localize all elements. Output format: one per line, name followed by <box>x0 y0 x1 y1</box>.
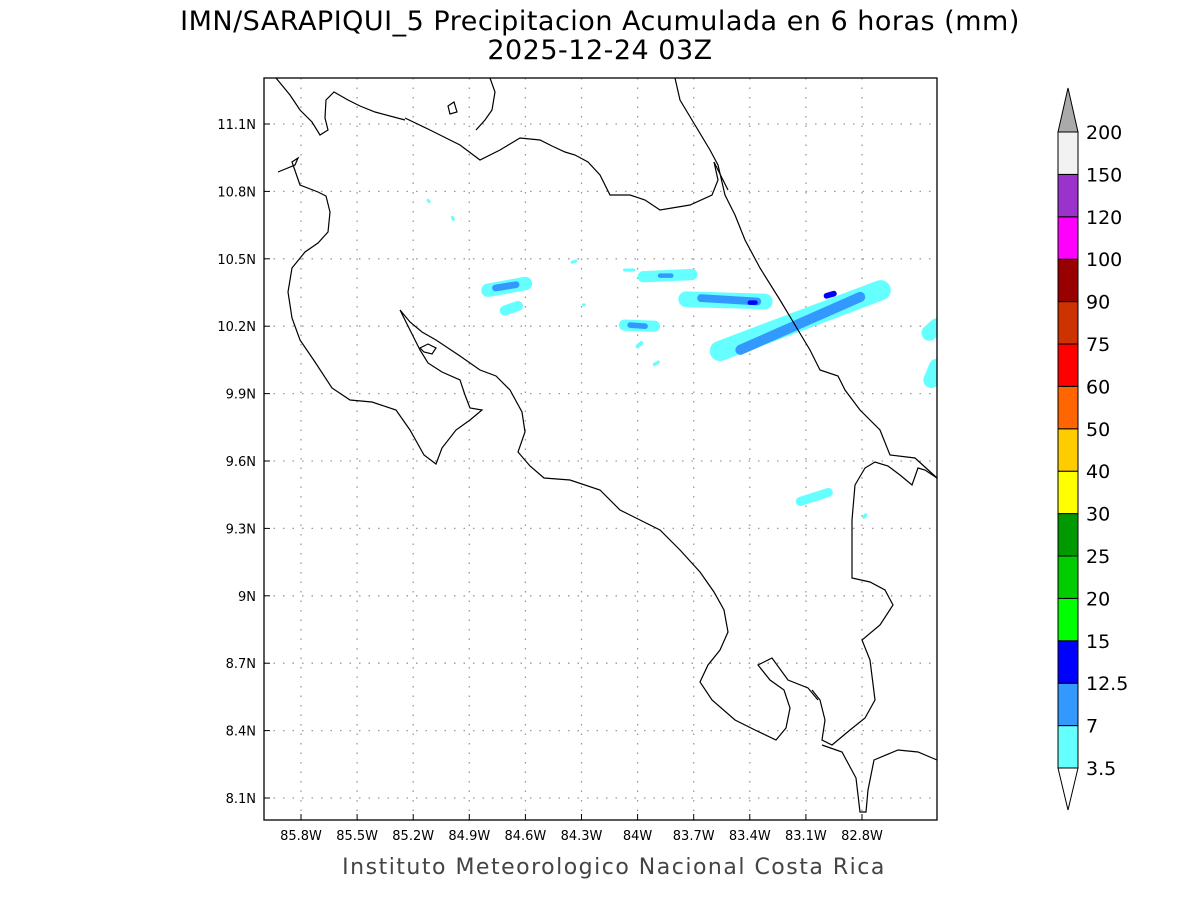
precipitation-fields <box>426 198 937 519</box>
colorbar-label: 7 <box>1086 716 1098 738</box>
x-tick-label: 83.7W <box>673 829 715 844</box>
chart-subtitle: 2025-12-24 03Z <box>487 35 713 66</box>
y-tick-label: 10.2N <box>217 320 256 335</box>
colorbar-segment <box>1057 555 1079 599</box>
coastlines <box>275 77 938 813</box>
grid-lines <box>264 78 937 820</box>
y-tick-label: 9.9N <box>226 388 256 403</box>
lake-islet <box>447 101 458 115</box>
x-tick-label: 85.2W <box>392 829 434 844</box>
colorbar-segment <box>1057 597 1079 642</box>
colorbar-segment <box>1057 385 1079 430</box>
precip-area <box>499 300 523 316</box>
nicaragua-lake-shore <box>475 77 496 131</box>
x-tick-label: 83.4W <box>729 829 771 844</box>
colorbar-segment <box>1057 131 1079 175</box>
y-tick-label: 8.1N <box>226 792 256 807</box>
precip-layer <box>426 198 937 519</box>
y-tick-label: 10.8N <box>217 185 256 200</box>
chart-title: IMN/SARAPIQUI_5 Precipitacion Acumulada … <box>180 6 1020 37</box>
precip-area <box>492 281 520 292</box>
colorbar-legend: 3.5 7 12.5 15 20 25 30 40 50 60 75 90 100 120 150 200 <box>1057 87 1128 811</box>
colorbar-label: 30 <box>1086 504 1110 526</box>
nicaragua-border <box>404 117 729 211</box>
colorbar-label: 150 <box>1086 164 1122 186</box>
precip-area <box>697 294 762 306</box>
x-tick-label: 84.6W <box>504 829 546 844</box>
colorbar-label: 60 <box>1086 376 1110 398</box>
colorbar-label: 120 <box>1086 207 1122 229</box>
colorbar-segment <box>1057 640 1079 684</box>
x-tick-label: 84W <box>623 829 653 844</box>
x-tick-label: 82.8W <box>841 829 883 844</box>
precip-area <box>923 358 937 388</box>
y-tick-label: 9.3N <box>226 522 256 537</box>
colorbar-under-triangle <box>1057 767 1079 811</box>
y-tick-label: 10.5N <box>217 253 256 268</box>
colorbar-segment <box>1057 216 1079 260</box>
colorbar-segment <box>1057 470 1079 515</box>
y-tick-label: 9N <box>238 590 256 605</box>
precip-area <box>823 290 837 299</box>
colorbar-label: 3.5 <box>1086 758 1116 780</box>
precip-area <box>635 341 644 349</box>
precip-area <box>570 259 578 264</box>
y-tick-label: 8.4N <box>226 725 256 740</box>
y-tick-label: 8.7N <box>226 657 256 672</box>
colorbar-label: 25 <box>1086 546 1110 568</box>
colorbar-label: 20 <box>1086 588 1110 610</box>
burica-coast <box>821 744 938 813</box>
precip-area <box>627 322 648 330</box>
y-tick-label: 9.6N <box>226 455 256 470</box>
x-tick-label: 83.1W <box>785 829 827 844</box>
colorbar-label: 90 <box>1086 292 1110 314</box>
colorbar-segment <box>1057 682 1079 727</box>
x-axis-ticks: 85.8W 85.5W 85.2W 84.9W 84.6W 84.3W 84W 83.7W 83… <box>280 814 883 844</box>
precip-area <box>652 360 660 367</box>
colorbar-label: 40 <box>1086 461 1110 483</box>
panama-border <box>811 461 938 746</box>
colorbar-segment <box>1057 343 1079 387</box>
colorbar-segment <box>1057 258 1079 303</box>
colorbar-label: 15 <box>1086 631 1110 653</box>
colorbar-label: 200 <box>1086 122 1122 144</box>
nicaragua-pacific-coast <box>275 77 406 136</box>
colorbar-label: 100 <box>1086 249 1122 271</box>
credit-text: Instituto Meteorologico Nacional Costa R… <box>342 855 886 880</box>
precip-area <box>862 513 868 519</box>
precip-area <box>921 318 937 341</box>
colorbar-label: 50 <box>1086 419 1110 441</box>
y-axis-ticks: 11.1N 10.8N 10.5N 10.2N 9.9N 9.6N 9.3N 9N 8.7N 8.… <box>217 118 270 807</box>
colorbar-segment <box>1057 173 1079 218</box>
colorbar-over-triangle <box>1057 87 1079 133</box>
y-tick-label: 11.1N <box>217 118 256 133</box>
colorbar-segment <box>1057 513 1079 557</box>
precip-area <box>426 198 431 204</box>
precip-area <box>735 291 866 355</box>
pacific-coast <box>277 156 819 741</box>
colorbar-segment <box>1057 428 1079 472</box>
x-tick-label: 85.5W <box>336 829 378 844</box>
colorbar-label: 12.5 <box>1086 673 1128 695</box>
colorbar-segment <box>1057 301 1079 345</box>
caribbean-coast <box>674 77 938 479</box>
colorbar-label: 75 <box>1086 334 1110 356</box>
x-tick-label: 84.9W <box>448 829 490 844</box>
x-tick-label: 84.3W <box>561 829 603 844</box>
precip-area <box>795 487 833 506</box>
plot-frame <box>263 77 938 821</box>
x-tick-label: 85.8W <box>280 829 322 844</box>
chira-island <box>418 343 437 355</box>
colorbar-segment <box>1057 725 1079 769</box>
precip-area <box>450 215 455 221</box>
